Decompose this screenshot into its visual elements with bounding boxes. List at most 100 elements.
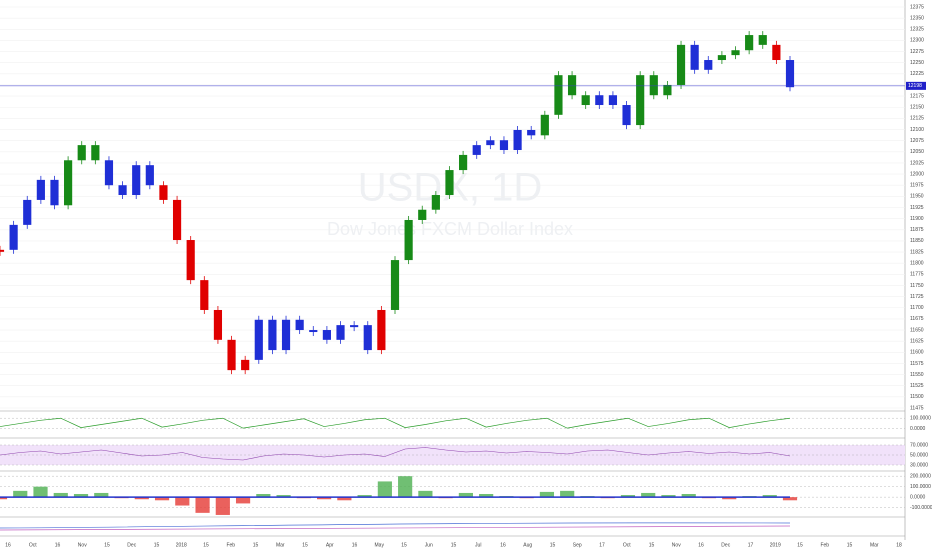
candle	[50, 179, 59, 206]
histogram-bar	[53, 492, 68, 498]
x-tick-label: Jun	[425, 542, 433, 548]
candle	[608, 95, 618, 106]
candle	[390, 260, 400, 310]
x-tick-label: 15	[253, 542, 259, 548]
x-tick-label: Nov	[78, 542, 87, 548]
y-tick-label: -100.0000	[910, 505, 932, 511]
histogram-bar	[33, 486, 48, 498]
candle	[9, 224, 18, 250]
candle	[350, 325, 359, 328]
candle	[268, 319, 277, 351]
x-tick-label: 16	[5, 542, 11, 548]
y-tick-label: 11550	[910, 372, 924, 378]
candle	[513, 129, 522, 151]
y-tick-label: 11675	[910, 316, 924, 322]
y-tick-label: 11750	[910, 283, 924, 289]
histogram-bar	[256, 494, 271, 498]
candle	[132, 165, 141, 196]
y-tick-label: 11650	[910, 327, 924, 333]
x-tick-label: Oct	[29, 542, 37, 548]
y-tick-label: 12375	[910, 4, 924, 10]
histogram-bar	[539, 491, 555, 498]
y-tick-label: 12225	[910, 71, 924, 77]
rsi-line	[0, 447, 791, 461]
y-tick-label: 0.0000	[910, 494, 926, 500]
candle	[595, 95, 604, 106]
histogram-bar	[458, 492, 473, 498]
candle	[23, 199, 32, 225]
y-tick-label: 12250	[910, 60, 924, 66]
candle	[213, 309, 223, 340]
x-tick-label: Mar	[276, 542, 285, 548]
y-tick-label: 11575	[910, 361, 924, 367]
candle	[200, 280, 209, 310]
last-price-label: 12198	[908, 83, 922, 89]
histogram-bar	[276, 495, 291, 498]
x-tick-label: 15	[847, 542, 853, 548]
x-tick-label: Feb	[226, 542, 235, 548]
candle	[159, 185, 168, 200]
x-tick-label: 15	[550, 542, 556, 548]
last-price-box	[906, 81, 926, 90]
candle	[309, 330, 318, 333]
y-tick-label: 11775	[910, 272, 924, 278]
candle	[145, 165, 154, 186]
y-tick-label: 11700	[910, 305, 924, 311]
y-tick-label: 12150	[910, 105, 924, 111]
candle	[567, 75, 577, 96]
candle	[118, 185, 127, 196]
candle	[418, 209, 427, 220]
x-tick-label: 16	[698, 542, 704, 548]
y-tick-label: 12275	[910, 49, 924, 55]
x-tick-label: Jul	[475, 542, 481, 548]
candle	[336, 325, 345, 340]
y-tick-label: 11850	[910, 238, 924, 244]
x-tick-label: 2018	[176, 542, 187, 548]
histogram-bar	[0, 497, 8, 500]
candle	[758, 35, 767, 45]
y-tick-label: 11500	[910, 394, 924, 400]
y-tick-label: 12125	[910, 116, 924, 122]
candle	[91, 145, 100, 161]
candle	[785, 60, 795, 88]
y-tick-label: 100.0000	[910, 484, 931, 490]
indicator-line	[0, 522, 791, 529]
candle	[717, 55, 726, 61]
candle	[527, 129, 536, 136]
x-tick-label: 15	[154, 542, 160, 548]
candle	[731, 50, 740, 56]
histogram-bar	[154, 497, 170, 501]
histogram-bar	[235, 497, 251, 504]
y-tick-label: 12100	[910, 127, 924, 133]
y-tick-label: 11950	[910, 194, 924, 200]
candle	[295, 319, 304, 331]
x-tick-label: 18	[896, 542, 902, 548]
histogram-bar	[357, 495, 372, 498]
oscillator-line	[0, 417, 791, 429]
candle	[254, 319, 263, 360]
candle	[322, 330, 331, 340]
y-tick-label: 11475	[910, 405, 924, 411]
candle	[77, 145, 86, 161]
y-tick-label: 12075	[910, 138, 924, 144]
candle	[554, 75, 563, 115]
y-tick-label: 11800	[910, 261, 924, 267]
histogram-bar	[661, 495, 676, 498]
x-tick-label: 15	[302, 542, 308, 548]
x-tick-label: May	[375, 542, 385, 548]
x-tick-label: Aug	[523, 542, 532, 548]
x-tick-label: 15	[203, 542, 209, 548]
y-tick-label: 11600	[910, 350, 924, 356]
histogram-bar	[134, 497, 149, 500]
candle	[472, 145, 481, 155]
x-tick-label: 16	[352, 542, 358, 548]
x-tick-label: 15	[401, 542, 407, 548]
candle	[377, 309, 386, 351]
y-tick-label: 11725	[910, 294, 924, 300]
x-tick-label: Sep	[573, 542, 582, 548]
y-tick-label: 50.0000	[910, 452, 928, 458]
candle	[0, 249, 5, 252]
y-tick-label: 200.0000	[910, 474, 931, 480]
y-tick-label: 0.0000	[910, 426, 926, 432]
x-tick-label: 15	[797, 542, 803, 548]
